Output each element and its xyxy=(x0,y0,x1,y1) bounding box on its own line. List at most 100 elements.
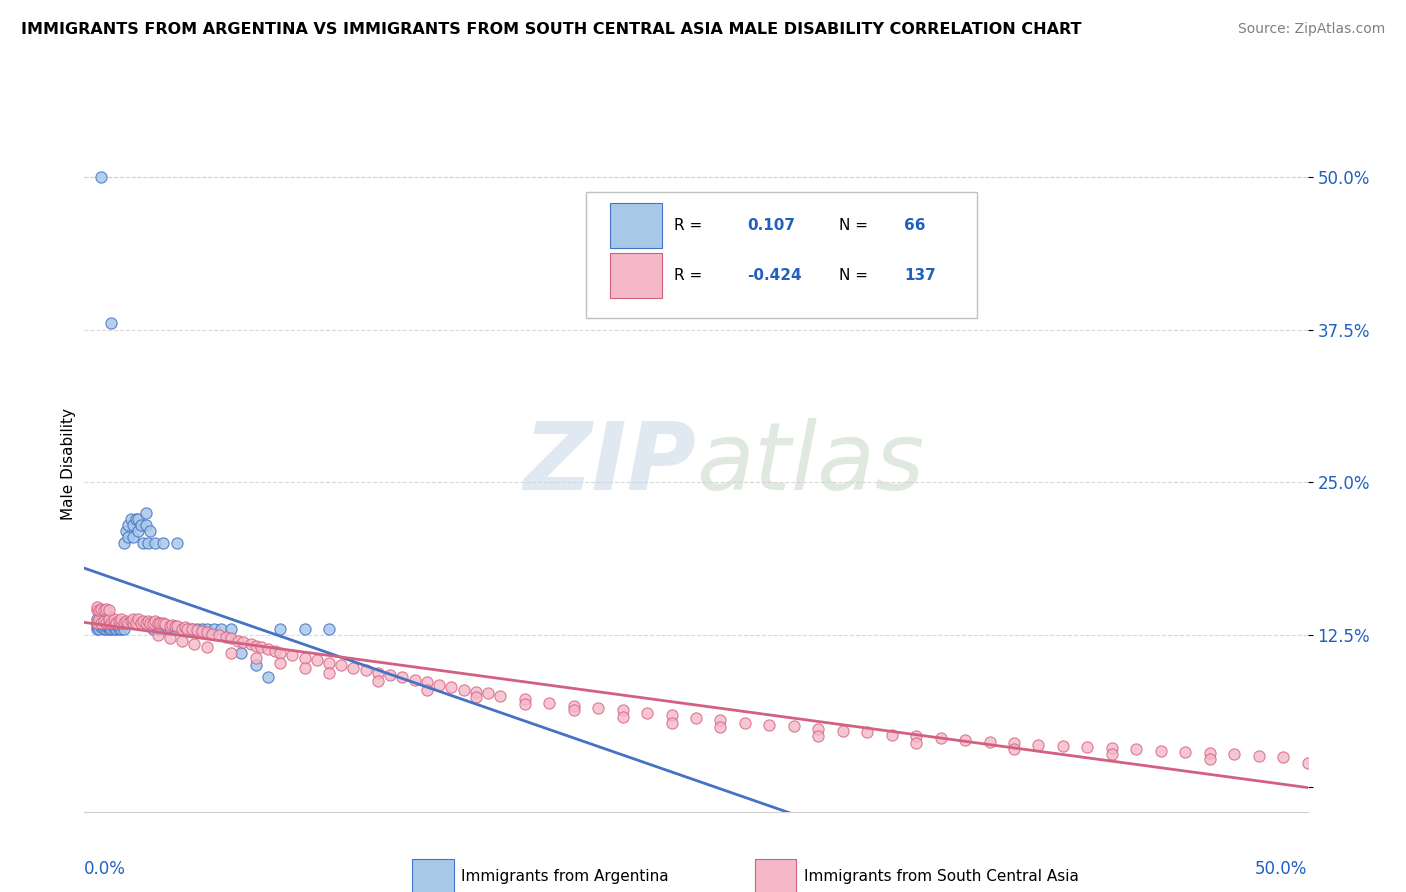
Point xyxy=(87,612,110,626)
Point xyxy=(1002,736,1025,750)
Text: R =: R = xyxy=(673,268,702,283)
Point xyxy=(586,701,609,715)
Text: N =: N = xyxy=(839,218,868,233)
Text: ZIP: ZIP xyxy=(523,417,696,510)
Point xyxy=(97,618,120,632)
Text: IMMIGRANTS FROM ARGENTINA VS IMMIGRANTS FROM SOUTH CENTRAL ASIA MALE DISABILITY : IMMIGRANTS FROM ARGENTINA VS IMMIGRANTS … xyxy=(21,22,1081,37)
Point xyxy=(173,620,195,634)
Point xyxy=(1247,748,1270,763)
Point xyxy=(1125,742,1147,756)
Point xyxy=(142,622,165,636)
Point xyxy=(758,718,780,732)
Point xyxy=(120,512,142,526)
Point xyxy=(100,615,122,630)
Point xyxy=(464,685,486,699)
Point xyxy=(110,622,132,636)
Point xyxy=(156,622,179,636)
Point xyxy=(97,612,120,626)
Point xyxy=(93,603,115,617)
Point xyxy=(122,517,145,532)
Point xyxy=(172,633,194,648)
Point xyxy=(342,661,364,675)
Text: atlas: atlas xyxy=(696,418,924,509)
Point xyxy=(831,724,853,739)
Point xyxy=(239,638,262,652)
Text: Immigrants from Argentina: Immigrants from Argentina xyxy=(461,869,669,884)
Point xyxy=(856,725,879,739)
Point xyxy=(269,656,291,670)
Point xyxy=(149,615,172,630)
Point xyxy=(979,735,1001,749)
Text: N =: N = xyxy=(839,268,868,283)
Point xyxy=(105,618,128,632)
Point xyxy=(1101,747,1123,762)
Point xyxy=(132,536,155,550)
Point xyxy=(1198,752,1220,766)
Point xyxy=(117,517,139,532)
Point xyxy=(166,536,188,550)
Point xyxy=(929,731,952,746)
Point xyxy=(209,622,232,636)
Point xyxy=(245,651,267,665)
Point xyxy=(232,635,254,649)
Y-axis label: Male Disability: Male Disability xyxy=(60,408,76,520)
Point xyxy=(219,646,242,660)
Point xyxy=(880,728,903,742)
Point xyxy=(1174,745,1197,759)
Text: 137: 137 xyxy=(904,268,935,283)
Point xyxy=(367,665,389,680)
Point xyxy=(107,619,129,633)
Point xyxy=(103,619,125,633)
Point xyxy=(453,682,475,697)
Point xyxy=(538,696,561,710)
Point xyxy=(135,506,157,520)
Point xyxy=(152,536,174,550)
Point xyxy=(905,729,928,743)
Point xyxy=(87,622,110,636)
Point xyxy=(612,703,634,717)
Point xyxy=(107,622,129,636)
Point xyxy=(159,619,181,633)
Point xyxy=(122,615,145,630)
FancyBboxPatch shape xyxy=(586,193,977,318)
Point xyxy=(249,640,271,654)
Point xyxy=(103,615,125,630)
Point xyxy=(93,618,115,632)
Point xyxy=(195,625,218,640)
Point xyxy=(294,651,316,665)
Point xyxy=(685,711,707,725)
Point xyxy=(294,622,316,636)
Point xyxy=(122,612,145,626)
Point xyxy=(513,692,536,706)
Point xyxy=(1150,744,1173,758)
Point xyxy=(90,620,112,634)
Point xyxy=(120,615,142,629)
Point xyxy=(807,722,830,736)
Point xyxy=(176,622,198,636)
Point xyxy=(195,622,218,636)
Point xyxy=(1002,742,1025,756)
Point xyxy=(146,615,169,630)
Point xyxy=(129,517,152,532)
Point xyxy=(269,646,291,660)
Point xyxy=(86,615,108,630)
Point xyxy=(103,622,125,636)
Point xyxy=(404,673,426,687)
Point xyxy=(93,622,115,636)
Point xyxy=(127,512,149,526)
Point xyxy=(96,622,118,636)
Text: 0.107: 0.107 xyxy=(748,218,796,233)
Point xyxy=(661,715,683,730)
Point xyxy=(245,658,267,673)
Point xyxy=(636,706,658,720)
Point xyxy=(90,602,112,616)
Point xyxy=(112,536,135,550)
Point xyxy=(661,708,683,723)
Point xyxy=(257,642,280,657)
Text: 0.0%: 0.0% xyxy=(84,861,127,879)
Point xyxy=(264,643,287,657)
Point xyxy=(612,709,634,723)
Point xyxy=(1052,739,1074,753)
Point xyxy=(86,612,108,626)
Point xyxy=(125,512,148,526)
